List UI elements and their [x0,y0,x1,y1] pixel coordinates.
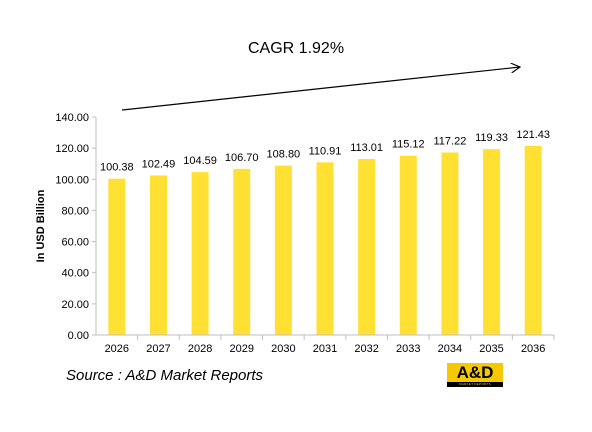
bar-2028 [191,172,209,335]
x-tick-label: 2026 [105,343,129,355]
y-tick-label: 0.00 [68,330,89,342]
data-label: 119.33 [475,132,508,144]
data-label: 104.59 [183,155,217,167]
x-tick-label: 2031 [313,343,337,355]
data-label: 115.12 [392,139,425,151]
data-label: 121.43 [516,129,550,141]
bar-2031 [316,162,334,335]
data-label: 110.91 [309,145,342,157]
logo-subtext: MARKET REPORTS [447,382,503,387]
data-label: 113.01 [350,142,383,154]
y-tick-label: 80.00 [61,205,89,217]
bar-2029 [233,168,251,335]
x-tick-label: 2035 [479,343,503,355]
y-tick-label: 60.00 [61,237,89,249]
brand-logo: A&D MARKET REPORTS [447,363,503,387]
bar-2036 [524,145,542,335]
x-tick-label: 2033 [396,343,420,355]
x-tick-label: 2027 [146,343,170,355]
x-tick-label: 2028 [188,343,212,355]
x-tick-label: 2030 [271,343,295,355]
bar-2033 [399,155,417,335]
bar-2035 [483,149,501,335]
y-tick-label: 20.00 [61,299,89,311]
data-label: 117.22 [433,135,466,147]
bar-2034 [441,152,459,335]
x-tick-label: 2032 [354,343,378,355]
bar-2032 [358,159,376,335]
x-tick-label: 2034 [438,343,462,355]
source-note: Source : A&D Market Reports [66,367,264,384]
data-label: 108.80 [267,149,301,161]
data-label: 102.49 [142,158,176,170]
logo-text: A&D [456,363,494,382]
y-tick-label: 100.00 [55,174,89,186]
x-tick-label: 2036 [521,343,545,355]
data-label: 100.38 [100,162,134,174]
bar-2030 [274,165,292,335]
cagr-arrow [121,67,520,111]
y-tick-label: 140.00 [55,112,89,124]
y-tick-label: 120.00 [55,143,89,155]
y-tick-label: 40.00 [61,268,89,280]
x-tick-label: 2029 [229,343,253,355]
bar-2026 [108,178,126,335]
cagr-label: CAGR 1.92% [248,40,344,57]
data-label: 106.70 [225,152,259,164]
bar-2027 [149,175,167,335]
y-axis-label: In USD Billion [35,189,47,262]
